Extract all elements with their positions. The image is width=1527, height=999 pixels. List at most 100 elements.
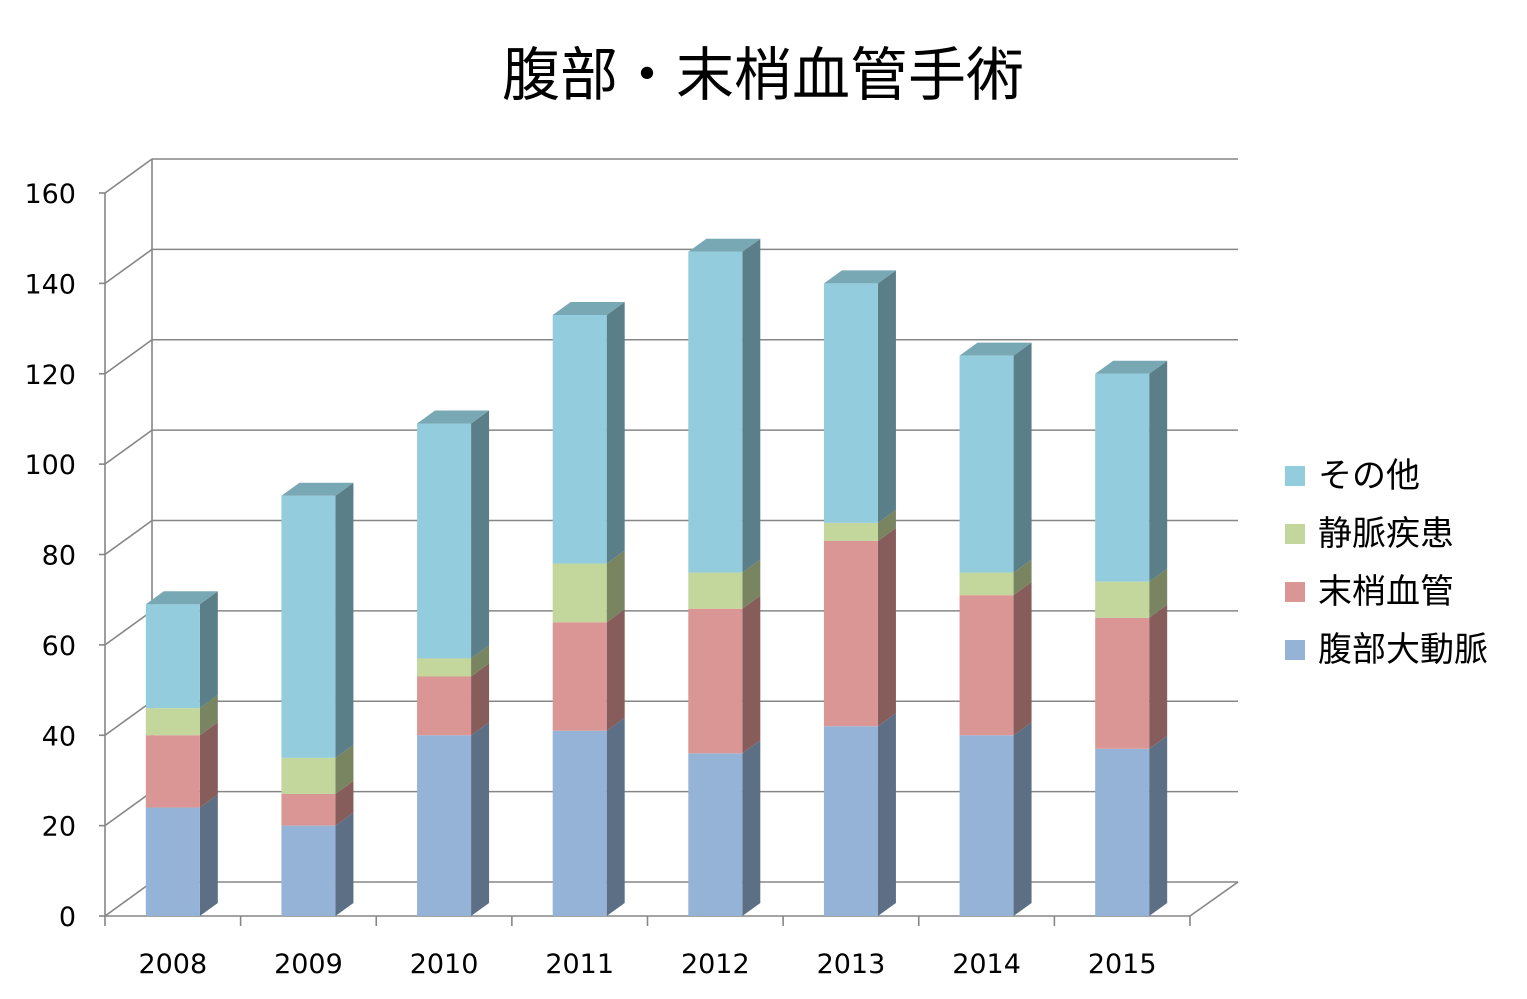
- bar-2008-1-side: [199, 722, 218, 808]
- bar-2010-3-side: [471, 410, 490, 659]
- bar-2012-3: [688, 251, 743, 573]
- bar-2008-3-side: [199, 591, 218, 709]
- bar-2009-1-side: [335, 780, 354, 826]
- x-tick-label-2011: 2011: [545, 949, 614, 980]
- bar-2008-0-side: [199, 794, 218, 916]
- legend-swatch-0: [1285, 466, 1305, 486]
- bar-top-2008: [145, 591, 218, 605]
- bar-2009-0: [281, 825, 336, 916]
- bar-2012-2-side: [742, 559, 761, 609]
- bar-stack-2008: [145, 591, 218, 916]
- bar-top-2009: [281, 482, 354, 496]
- bar-2011-2: [552, 563, 607, 623]
- x-tick-label-2009: 2009: [274, 949, 343, 980]
- x-tick-label-2015: 2015: [1088, 949, 1157, 980]
- bar-2013-3-side: [877, 270, 896, 523]
- bars: [145, 238, 1168, 916]
- bar-top-2010: [417, 410, 490, 424]
- bar-2011-0-side: [606, 717, 625, 916]
- bar-2009-3: [281, 495, 336, 758]
- bar-2014-1-side: [1013, 582, 1032, 736]
- bar-top-2011: [552, 302, 625, 316]
- bar-2009-2: [281, 757, 336, 794]
- bar-2011-3-side: [606, 302, 625, 564]
- bar-2015-2-side: [1149, 568, 1168, 618]
- bar-2012-0-side: [742, 740, 761, 916]
- bar-2015-1: [1095, 617, 1150, 749]
- bar-2010-0-side: [471, 722, 490, 916]
- x-tick-label-2008: 2008: [138, 949, 207, 980]
- bar-2013-1-side: [877, 527, 896, 727]
- floor-right-edge: [1189, 881, 1239, 917]
- gridline-depth-80: [104, 519, 153, 556]
- gridline-depth-20: [104, 790, 153, 827]
- bar-top-2013: [823, 270, 896, 284]
- bar-2008-0: [145, 807, 200, 916]
- bar-2011-3: [552, 315, 607, 564]
- bar-stack-2012: [688, 238, 761, 916]
- y-tick-label-80: 80: [42, 541, 76, 572]
- legend-label-1: 静脈疾患: [1318, 514, 1454, 554]
- bar-stack-2010: [417, 410, 490, 916]
- bar-2013-2: [823, 522, 878, 541]
- bar-stack-2011: [552, 302, 625, 916]
- x-tick-label-2010: 2010: [410, 949, 479, 980]
- bar-2010-0: [417, 735, 472, 916]
- bar-stack-2009: [281, 482, 354, 916]
- bar-2009-1: [281, 793, 336, 826]
- gridline-depth-60: [104, 610, 153, 646]
- axes: 0 20 40 60 80 100 120 140 160 2008 2009 2010 2011 201…: [24, 179, 1191, 980]
- x-tick-label-2014: 2014: [952, 949, 1021, 980]
- x-tick-label-2013: 2013: [817, 949, 886, 980]
- bar-2014-3: [959, 355, 1014, 573]
- legend-swatch-2: [1285, 582, 1305, 602]
- bar-2008-2-side: [199, 695, 218, 736]
- bar-2015-2: [1095, 581, 1150, 618]
- grid: [104, 158, 1239, 917]
- bar-2010-2-side: [471, 645, 490, 677]
- y-tick-label-0: 0: [59, 902, 76, 933]
- y-tick-label-20: 20: [42, 812, 76, 843]
- legend-swatch-1: [1285, 524, 1305, 544]
- floor-left-edge: [104, 881, 153, 917]
- bar-2011-0: [552, 730, 607, 916]
- bar-2012-1: [688, 608, 743, 754]
- bar-2012-2: [688, 572, 743, 609]
- bar-2014-2-side: [1013, 559, 1032, 596]
- bar-top-2012: [688, 238, 761, 252]
- bar-2014-0-side: [1013, 722, 1032, 916]
- bar-stack-2015: [1095, 360, 1168, 916]
- bar-2011-1: [552, 622, 607, 731]
- gridline-depth-40: [104, 700, 153, 736]
- bar-2008-1: [145, 735, 200, 808]
- y-tick-label-40: 40: [42, 721, 76, 752]
- bar-2013-2-side: [877, 509, 896, 541]
- bar-2012-0: [688, 753, 743, 916]
- gridline-depth-100: [104, 429, 153, 465]
- bar-2012-1-side: [742, 595, 761, 754]
- y-tick-label-100: 100: [24, 450, 76, 481]
- y-tick-label-160: 160: [24, 179, 76, 210]
- bar-2010-1: [417, 676, 472, 736]
- x-tick-label-2012: 2012: [681, 949, 750, 980]
- bar-2009-0-side: [335, 812, 354, 916]
- bar-2015-0-side: [1149, 735, 1168, 916]
- chart-title: 腹部・末梢血管手術: [502, 41, 1024, 109]
- bar-top-2015: [1095, 360, 1168, 374]
- bar-2008-2: [145, 708, 200, 736]
- bar-2010-1-side: [471, 663, 490, 736]
- bar-2012-3-side: [742, 238, 761, 573]
- bar-2010-2: [417, 658, 472, 677]
- bar-2015-3: [1095, 373, 1150, 582]
- bar-2014-0: [959, 735, 1014, 916]
- bar-2013-0: [823, 726, 878, 916]
- bar-2009-2-side: [335, 744, 354, 794]
- bar-2014-1: [959, 595, 1014, 736]
- y-tick-label-60: 60: [42, 631, 76, 662]
- legend-label-3: 腹部大動脈: [1318, 630, 1488, 670]
- bar-top-2014: [959, 342, 1032, 356]
- bar-2010-3: [417, 423, 472, 659]
- gridline-depth-120: [104, 339, 153, 375]
